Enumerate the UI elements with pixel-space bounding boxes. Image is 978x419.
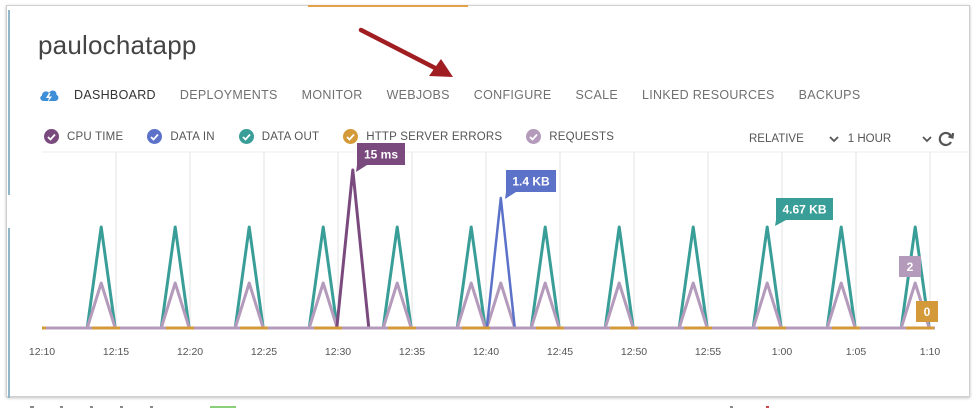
data-out-spike	[159, 225, 191, 329]
x-tick-label: 12:40	[473, 346, 499, 358]
legend-label: REQUESTS	[549, 130, 615, 143]
data-in-spike	[485, 196, 517, 329]
data-out-callout-text: 4.67 KB	[782, 203, 826, 217]
chart-legend: CPU TIME DATA IN DATA OUT HTTP SERVER ER…	[44, 129, 638, 144]
tab-deployments[interactable]: DEPLOYMENTS	[179, 88, 278, 102]
chart-controls: RELATIVE 1 HOUR	[749, 129, 956, 149]
x-tick-label: 1:05	[846, 346, 867, 358]
data-in-callout-bg	[505, 170, 556, 199]
data-out-spike	[233, 225, 265, 329]
requests-spike	[455, 281, 487, 329]
check-icon	[343, 129, 359, 144]
data-out-spike	[899, 225, 931, 329]
chevron-down-icon	[828, 133, 840, 145]
refresh-icon[interactable]	[936, 129, 956, 149]
nav-bar: DASHBOARD DEPLOYMENTS MONITOR WEBJOBS CO…	[38, 85, 884, 105]
requests-spike	[751, 281, 783, 329]
range-mode-select[interactable]: RELATIVE	[749, 133, 840, 145]
cloud-lightning-icon	[38, 85, 60, 105]
x-tick-label: 1:00	[772, 346, 793, 358]
data-out-spike	[751, 225, 783, 329]
legend-item-requests[interactable]: REQUESTS	[526, 129, 614, 144]
check-icon	[44, 129, 59, 144]
errors-value-box	[916, 301, 938, 322]
left-accent-bar-lower	[8, 228, 10, 398]
requests-spike	[603, 281, 635, 329]
check-icon	[238, 129, 254, 144]
data-in-callout-text: 1.4 KB	[512, 175, 550, 189]
requests-spike	[233, 281, 265, 329]
requests-spike	[677, 281, 709, 329]
cpu-time-callout-bg	[356, 143, 405, 172]
check-icon	[526, 129, 542, 144]
top-accent-bar	[308, 5, 468, 7]
tab-backups[interactable]: BACKUPS	[798, 88, 861, 102]
legend-label: DATA OUT	[261, 130, 320, 143]
left-accent-bar	[8, 10, 10, 195]
data-out-callout-bg	[775, 198, 833, 226]
data-out-spike	[603, 225, 635, 329]
x-tick-label: 12:45	[547, 346, 573, 358]
legend-label: HTTP SERVER ERRORS	[366, 130, 503, 143]
x-tick-label: 12:25	[251, 346, 277, 358]
requests-spike	[85, 281, 117, 329]
x-tick-label: 12:55	[695, 346, 721, 358]
x-tick-label: 12:35	[399, 346, 425, 358]
data-out-spike	[455, 225, 487, 329]
data-out-spike	[825, 225, 857, 329]
tab-configure[interactable]: CONFIGURE	[473, 88, 552, 102]
tab-scale[interactable]: SCALE	[575, 88, 618, 102]
annotation-arrow	[358, 27, 453, 77]
data-out-spike	[381, 225, 413, 329]
data-out-spike	[85, 225, 117, 329]
errors-value-text: 0	[924, 305, 931, 319]
chevron-down-icon	[921, 133, 933, 145]
data-out-spike	[307, 225, 339, 329]
requests-value-box	[899, 256, 921, 277]
time-range-value: 1 HOUR	[847, 133, 892, 145]
tab-linked-resources[interactable]: LINKED RESOURCES	[642, 88, 775, 102]
tab-webjobs[interactable]: WEBJOBS	[386, 88, 450, 102]
x-tick-label: 12:30	[325, 346, 351, 358]
check-icon	[147, 129, 163, 144]
legend-item-data-in[interactable]: DATA IN	[147, 129, 215, 144]
requests-spike	[381, 281, 413, 329]
x-tick-label: 12:50	[621, 346, 647, 358]
requests-spike	[485, 281, 517, 329]
cpu-time-callout-text: 15 ms	[364, 148, 398, 162]
range-mode-value: RELATIVE	[749, 133, 804, 145]
requests-spike	[529, 281, 561, 329]
x-tick-label: 1:10	[920, 346, 941, 358]
requests-spike	[307, 281, 339, 329]
legend-label: DATA IN	[170, 130, 215, 143]
cpu-time-spike	[335, 168, 371, 329]
time-range-select[interactable]: 1 HOUR	[848, 133, 933, 145]
requests-value-text: 2	[907, 260, 914, 274]
legend-item-cpu-time[interactable]: CPU TIME	[44, 129, 123, 144]
next-panel-strip	[30, 406, 769, 408]
requests-spike	[159, 281, 191, 329]
tab-monitor[interactable]: MONITOR	[301, 88, 363, 102]
data-out-spike	[677, 225, 709, 329]
tab-dashboard[interactable]: DASHBOARD	[74, 88, 156, 102]
x-tick-label: 12:20	[177, 346, 203, 358]
x-tick-label: 12:15	[103, 346, 129, 358]
legend-label: CPU TIME	[67, 130, 124, 143]
legend-item-data-out[interactable]: DATA OUT	[238, 129, 320, 144]
app-title: paulochatapp	[38, 30, 197, 60]
requests-spike	[825, 281, 857, 329]
legend-item-http-server-errors[interactable]: HTTP SERVER ERRORS	[343, 129, 502, 144]
x-tick-label: 12:10	[29, 346, 55, 358]
data-out-spike	[529, 225, 561, 329]
